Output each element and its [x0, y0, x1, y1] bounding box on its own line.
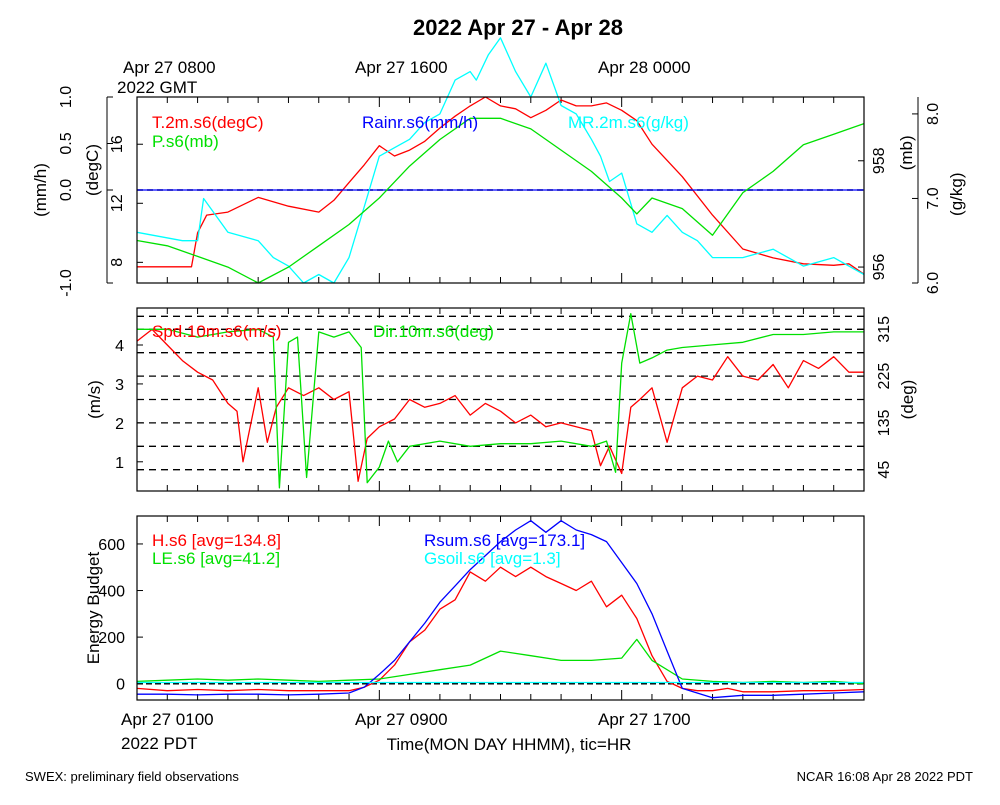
- y-tick-label: 1.0: [58, 86, 75, 108]
- axis-label: (deg): [898, 380, 917, 420]
- y-tick-label: 7.0: [925, 187, 942, 209]
- y-tick-label: 315: [876, 316, 893, 343]
- y-tick-label: 3: [115, 377, 124, 394]
- legend-entry: P.s6(mb): [152, 132, 219, 151]
- axis-label: (degC): [83, 144, 102, 196]
- series-line-h-s6: [136, 566, 865, 693]
- series-line-mr-2m-s6-g-kg-: [136, 37, 865, 284]
- series-line-p-s6-mb-: [136, 117, 865, 284]
- y-tick-label: -1.0: [58, 269, 75, 297]
- legend-entry: LE.s6 [avg=41.2]: [152, 549, 280, 568]
- y-tick-label: 0.0: [58, 179, 75, 201]
- y-tick-label: 225: [876, 363, 893, 390]
- y-tick-label: 45: [876, 461, 893, 479]
- top-time-label: Apr 27 1600: [355, 58, 448, 77]
- bottom-time-label: Apr 27 0100: [121, 710, 214, 729]
- legend-entry: MR.2m.s6(g/kg): [568, 113, 689, 132]
- y-tick-label: 200: [98, 630, 125, 647]
- panel-frame: [136, 515, 865, 701]
- legend-entry: Rainr.s6(mm/h): [362, 113, 478, 132]
- top-time-label: Apr 28 0000: [598, 58, 691, 77]
- y-tick-label: 135: [876, 409, 893, 436]
- y-tick-label: 8.0: [925, 103, 942, 125]
- legend-entry: Gsoil.s6 [avg=1.3]: [424, 549, 561, 568]
- y-tick-label: 956: [871, 254, 888, 281]
- y-tick-label: 2: [115, 416, 124, 433]
- top-time-label: 2022 GMT: [117, 78, 197, 97]
- bottom-time-label: 2022 PDT: [121, 734, 198, 753]
- y-tick-label: 958: [871, 147, 888, 174]
- y-tick-label: 600: [98, 537, 125, 554]
- series-line-t-2m-s6-degc-: [137, 96, 865, 275]
- y-tick-label: 6.0: [925, 272, 942, 294]
- y-tick-label: 400: [98, 584, 125, 601]
- bottom-axis-title: Time(MON DAY HHMM), tic=HR: [387, 735, 632, 754]
- footer-left-note: SWEX: preliminary field observations: [25, 769, 239, 784]
- axis-label: (m/s): [85, 380, 104, 419]
- y-tick-label: 0.5: [58, 132, 75, 154]
- legend-entry: H.s6 [avg=134.8]: [152, 531, 281, 550]
- axis-label: (mb): [897, 135, 916, 170]
- panel-frame: [136, 307, 865, 492]
- y-tick-label: 12: [109, 194, 126, 212]
- meteorology-panel: -1.0 0.0 0.5 1.0 (mm/h) 8 12 16 (degC) 956 958 (mb)…: [31, 37, 966, 297]
- bottom-time-label: Apr 27 0900: [355, 710, 448, 729]
- bottom-time-label: Apr 27 1700: [598, 710, 691, 729]
- series-line-le-s6: [136, 638, 865, 685]
- axis-label: (g/kg): [947, 172, 966, 215]
- series-line-dir-10m-s6-deg-: [137, 313, 864, 489]
- legend-entry: Dir.10m.s6(deg): [373, 322, 494, 341]
- y-tick-label: 16: [109, 135, 126, 153]
- axis-label: Energy Budget: [84, 551, 103, 664]
- series-line-spd-10m-s6-m-s-: [136, 328, 864, 482]
- y-tick-label: 4: [115, 338, 124, 355]
- series-line-rsum-s6: [137, 520, 865, 699]
- legend-entry: T.2m.s6(degC): [152, 113, 263, 132]
- legend-entry: Rsum.s6 [avg=173.1]: [424, 531, 585, 550]
- wind-panel: 1 2 3 4 (m/s) 45 135 225 315 (deg) Spd.10m.s6(m/s)…: [85, 307, 917, 492]
- panel-frame: [136, 96, 865, 284]
- y-tick-label: 0: [116, 677, 125, 694]
- footer-right-note: NCAR 16:08 Apr 28 2022 PDT: [797, 769, 973, 784]
- top-time-label: Apr 27 0800: [123, 58, 216, 77]
- legend-entry: Spd.10m.s6(m/s): [152, 322, 281, 341]
- y-tick-label: 1: [115, 455, 124, 472]
- figure-title: 2022 Apr 27 - Apr 28: [413, 15, 623, 40]
- y-tick-label: 8: [109, 258, 126, 267]
- axis-label: (mm/h): [31, 163, 50, 217]
